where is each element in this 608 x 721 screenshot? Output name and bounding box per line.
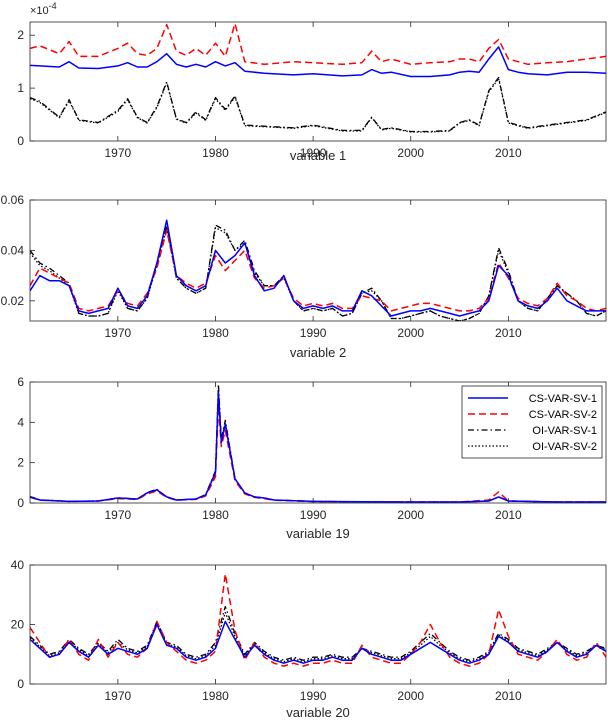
series-line-cs-var-sv-2 [30,229,606,312]
axes-box [29,381,607,504]
legend: CS-VAR-SV-1 CS-VAR-SV-2 OI-VAR-SV-1 OI-VAR-… [461,385,603,459]
x-tick-label: 1970 [105,689,132,703]
x-tick-label: 1980 [202,326,229,340]
series-line-cs-var-sv-2 [30,22,606,66]
y-tick-label: 1 [17,81,24,95]
series-line-cs-var-sv-1 [30,46,606,78]
x-tick-label: 1990 [300,146,327,160]
x-tick-label: 1980 [202,508,229,522]
y-ticks: 0 2 4 6 [17,375,35,510]
y-tick-label: 0 [17,134,24,148]
x-tick-label: 1990 [300,689,327,703]
x-ticks: 1970 1980 1990 2000 2010 [105,565,522,703]
series-line-oi-var-sv-1 [30,76,606,133]
legend-label: CS-VAR-SV-1 [529,393,597,405]
x-tick-label: 1970 [105,146,132,160]
x-tick-label: 1970 [105,326,132,340]
x-ticks: 1970 1980 1990 2000 2010 [105,382,522,522]
axes-box [29,21,607,142]
series-line-oi-var-sv-1 [30,224,606,321]
axes-box [29,564,607,685]
panel-variable-19: 1970 1980 1990 2000 2010 0 2 4 6 variable 19 CS… [17,375,607,541]
y-tick-label: 0.02 [1,294,25,308]
x-axis-label: variable 20 [286,705,350,720]
series-line-cs-var-sv-1 [30,391,606,503]
x-ticks: 1970 1980 1990 2000 2010 [105,22,522,160]
x-tick-label: 1980 [202,146,229,160]
y-tick-label: 20 [11,618,25,632]
x-tick-label: 1990 [300,326,327,340]
y-ticks: 0 20 40 [11,558,35,691]
x-ticks: 1970 1980 1990 2000 2010 [105,200,522,340]
series-layer [30,573,606,667]
y-tick-label: 6 [17,375,24,389]
x-axis-label: variable 2 [290,345,346,360]
x-tick-label: 1970 [105,508,132,522]
x-tick-label: 2000 [397,689,424,703]
legend-label: OI-VAR-SV-1 [532,425,597,437]
series-line-cs-var-sv-1 [30,620,606,664]
panel-variable-20: 1970 1980 1990 2000 2010 0 20 40 variable 20 [11,558,607,720]
series-layer [30,383,606,503]
y-tick-label: 0 [17,496,24,510]
legend-label: OI-VAR-SV-2 [532,441,597,453]
series-layer [30,219,606,321]
x-tick-label: 2000 [397,146,424,160]
series-line-cs-var-sv-1 [30,219,606,317]
axes-box [29,199,607,322]
y-tick-label: 40 [11,558,25,572]
x-axis-label: variable 19 [286,526,350,541]
x-tick-label: 1990 [300,508,327,522]
series-line-oi-var-sv-2 [30,611,606,663]
y-tick-label: 2 [17,28,24,42]
series-line-oi-var-sv-2 [30,77,606,133]
y-tick-label: 0 [17,677,24,691]
x-tick-label: 1980 [202,689,229,703]
x-tick-label: 2000 [397,326,424,340]
y-tick-label: 4 [17,415,24,429]
panel-variable-2: 1970 1980 1990 2000 2010 0.02 0.04 0.06 variab… [1,193,607,360]
x-tick-label: 2010 [495,689,522,703]
series-line-oi-var-sv-1 [30,605,606,661]
y-tick-label: 0.06 [1,193,25,207]
x-tick-label: 2010 [495,508,522,522]
y-ticks: 0 1 2 [17,28,35,148]
y-ticks: 0.02 0.04 0.06 [1,193,35,308]
x-axis-label: variable 1 [290,148,346,163]
y-exponent-label: ×10-4 [30,1,57,17]
panel-variable-1: ×10-4 1970 1980 1990 2000 2010 0 1 2 variable … [17,1,607,163]
series-line-cs-var-sv-2 [30,573,606,667]
series-layer [30,22,606,133]
legend-label: CS-VAR-SV-2 [529,409,597,421]
x-tick-label: 2000 [397,508,424,522]
y-tick-label: 2 [17,456,24,470]
y-tick-label: 0.04 [1,243,25,257]
x-tick-label: 2010 [495,146,522,160]
x-tick-label: 2010 [495,326,522,340]
